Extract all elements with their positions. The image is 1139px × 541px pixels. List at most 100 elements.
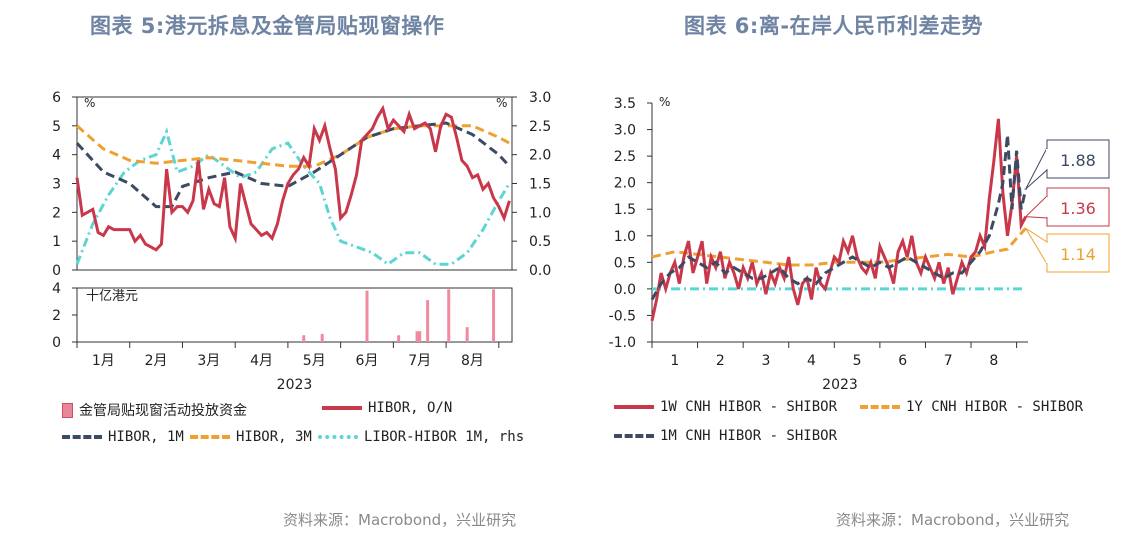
bar [397,335,401,342]
y-tick-label: 2.0 [614,176,636,192]
y-tick-label-right: 2.5 [529,119,551,135]
legend-item-1w: 1W CNH HIBOR - SHIBOR [614,399,837,415]
y-tick-label-right: 0.5 [529,234,551,250]
bar-y-tick-label: 2 [52,308,61,324]
x-tick-label: 5月 [303,353,326,369]
y-tick-label: 1.0 [614,229,636,245]
bar [492,289,496,342]
y-tick-label-left: 4 [52,148,61,164]
legend-label: 金管局贴现窗活动投放资金 [79,403,247,419]
x-tick-label: 2 [716,353,725,369]
y-tick-label-right: 2.0 [529,148,551,164]
line-swatch-icon [190,435,230,439]
y-tick-label-left: 1 [52,234,61,250]
series-line-1y [651,227,1027,267]
legend-item-1m: 1M CNH HIBOR - SHIBOR [614,428,837,444]
bar [465,327,469,342]
y-tick-label: 0.5 [614,255,636,271]
bar-swatch-icon [62,402,73,418]
legend-label: LIBOR-HIBOR 1M, rhs [364,429,525,445]
x-tick-label: 8月 [461,353,484,369]
x-tick-label: 3月 [197,353,220,369]
bar [302,335,306,342]
y-tick-label-right: 1.5 [529,177,551,193]
callout-box [1046,233,1110,273]
source-note-right: 资料来源：Macrobond，兴业研究 [836,511,1070,529]
y-tick-label-right: 0.0 [529,263,551,279]
callout-pointer [1025,147,1048,190]
unit-label-right: % [496,96,507,110]
legend-item-1y: 1Y CNH HIBOR - SHIBOR [860,399,1083,415]
series-line-cyan [75,127,511,267]
x-tick-label: 6 [898,353,907,369]
y-tick-label-right: 1.0 [529,205,551,221]
y-tick-label-right: 3.0 [529,90,551,106]
y-tick-label: -1.0 [609,335,636,351]
line-swatch-icon [318,435,358,439]
x-tick-label: 1 [670,353,679,369]
y-tick-label-left: 0 [52,263,61,279]
legend-item-hibor-3m: HIBOR, 3M [190,429,312,445]
year-label: 2023 [822,377,858,393]
y-tick-label: 1.5 [614,202,636,218]
legend-label: 1W CNH HIBOR - SHIBOR [660,399,838,415]
bar [365,290,369,342]
series-line-1m [650,134,1028,301]
legend-label: 1Y CNH HIBOR - SHIBOR [906,399,1084,415]
x-tick-label: 5 [853,353,862,369]
y-tick-label: 0.0 [614,282,636,298]
callout-value: 1.36 [1060,199,1096,218]
line-swatch-icon [62,435,102,439]
y-tick-label: 2.5 [614,149,636,165]
left-chart: 0 1 2 3 4 5 6 0.0 0.5 1.0 1.5 2.0 2.5 3.0% % 0 2 4 十亿港元 1月 2… [52,90,551,393]
x-tick-label: 1月 [92,353,115,369]
bar [426,300,430,342]
legend-label: HIBOR, 3M [236,429,312,445]
chart-title-right: 图表 6:离-在岸人民币利差走势 [684,14,984,38]
series-line-1w [650,118,1028,322]
right-chart: -1.0 -0.5 0.0 0.5 1.0 1.5 2.0 2.5 3.0 3.5 % 1 2 3 4 5 6 7… [609,95,1110,393]
callout-value: 1.88 [1060,151,1096,170]
line-swatch-icon [322,406,362,410]
x-tick-label: 4 [807,353,816,369]
legend-item-hibor-1m: HIBOR, 1M [62,429,184,445]
x-tick-label: 4月 [250,353,273,369]
x-tick-label: 8 [989,353,998,369]
bar [447,289,451,342]
bar [320,333,324,342]
legend-label: HIBOR, O/N [368,400,453,416]
callout-value: 1.14 [1060,245,1096,264]
bar-y-tick-label: 4 [52,281,61,297]
line-swatch-icon [614,405,654,409]
line-swatch-icon [860,405,900,409]
source-note-left: 资料来源：Macrobond，兴业研究 [283,511,517,529]
y-tick-label: 3.0 [614,123,636,139]
legend-item-hibor-on: HIBOR, O/N [322,400,452,416]
y-tick-label-left: 3 [52,177,61,193]
unit-label: % [659,95,670,109]
x-tick-label: 2月 [145,353,168,369]
y-tick-label-left: 2 [52,205,61,221]
legend-item-discount-window: 金管局贴现窗活动投放资金 [62,400,247,420]
legend-item-libor-hibor: LIBOR-HIBOR 1M, rhs [318,429,524,445]
callout-pointer [1024,195,1048,219]
bar-frame [76,287,513,343]
callout-box [1046,187,1110,227]
chart-title-left: 图表 5:港元拆息及金管局贴现窗操作 [90,14,445,38]
line-swatch-icon [614,434,654,438]
y-tick-label: -0.5 [609,308,636,324]
unit-label-left: % [84,96,95,110]
callout-box [1046,139,1110,179]
bar [415,331,419,342]
bar-y-tick-label: 0 [52,335,61,351]
x-tick-label: 7 [944,353,953,369]
series-line-orange [76,124,511,168]
y-tick-label-left: 5 [52,119,61,135]
bar-unit-label: 十亿港元 [86,289,138,304]
series-line-navy [75,121,511,209]
x-tick-label: 7月 [408,353,431,369]
legend-label: HIBOR, 1M [108,429,184,445]
y-tick-label: 3.5 [614,96,636,112]
x-tick-label: 6月 [356,353,379,369]
x-tick-label: 3 [761,353,770,369]
